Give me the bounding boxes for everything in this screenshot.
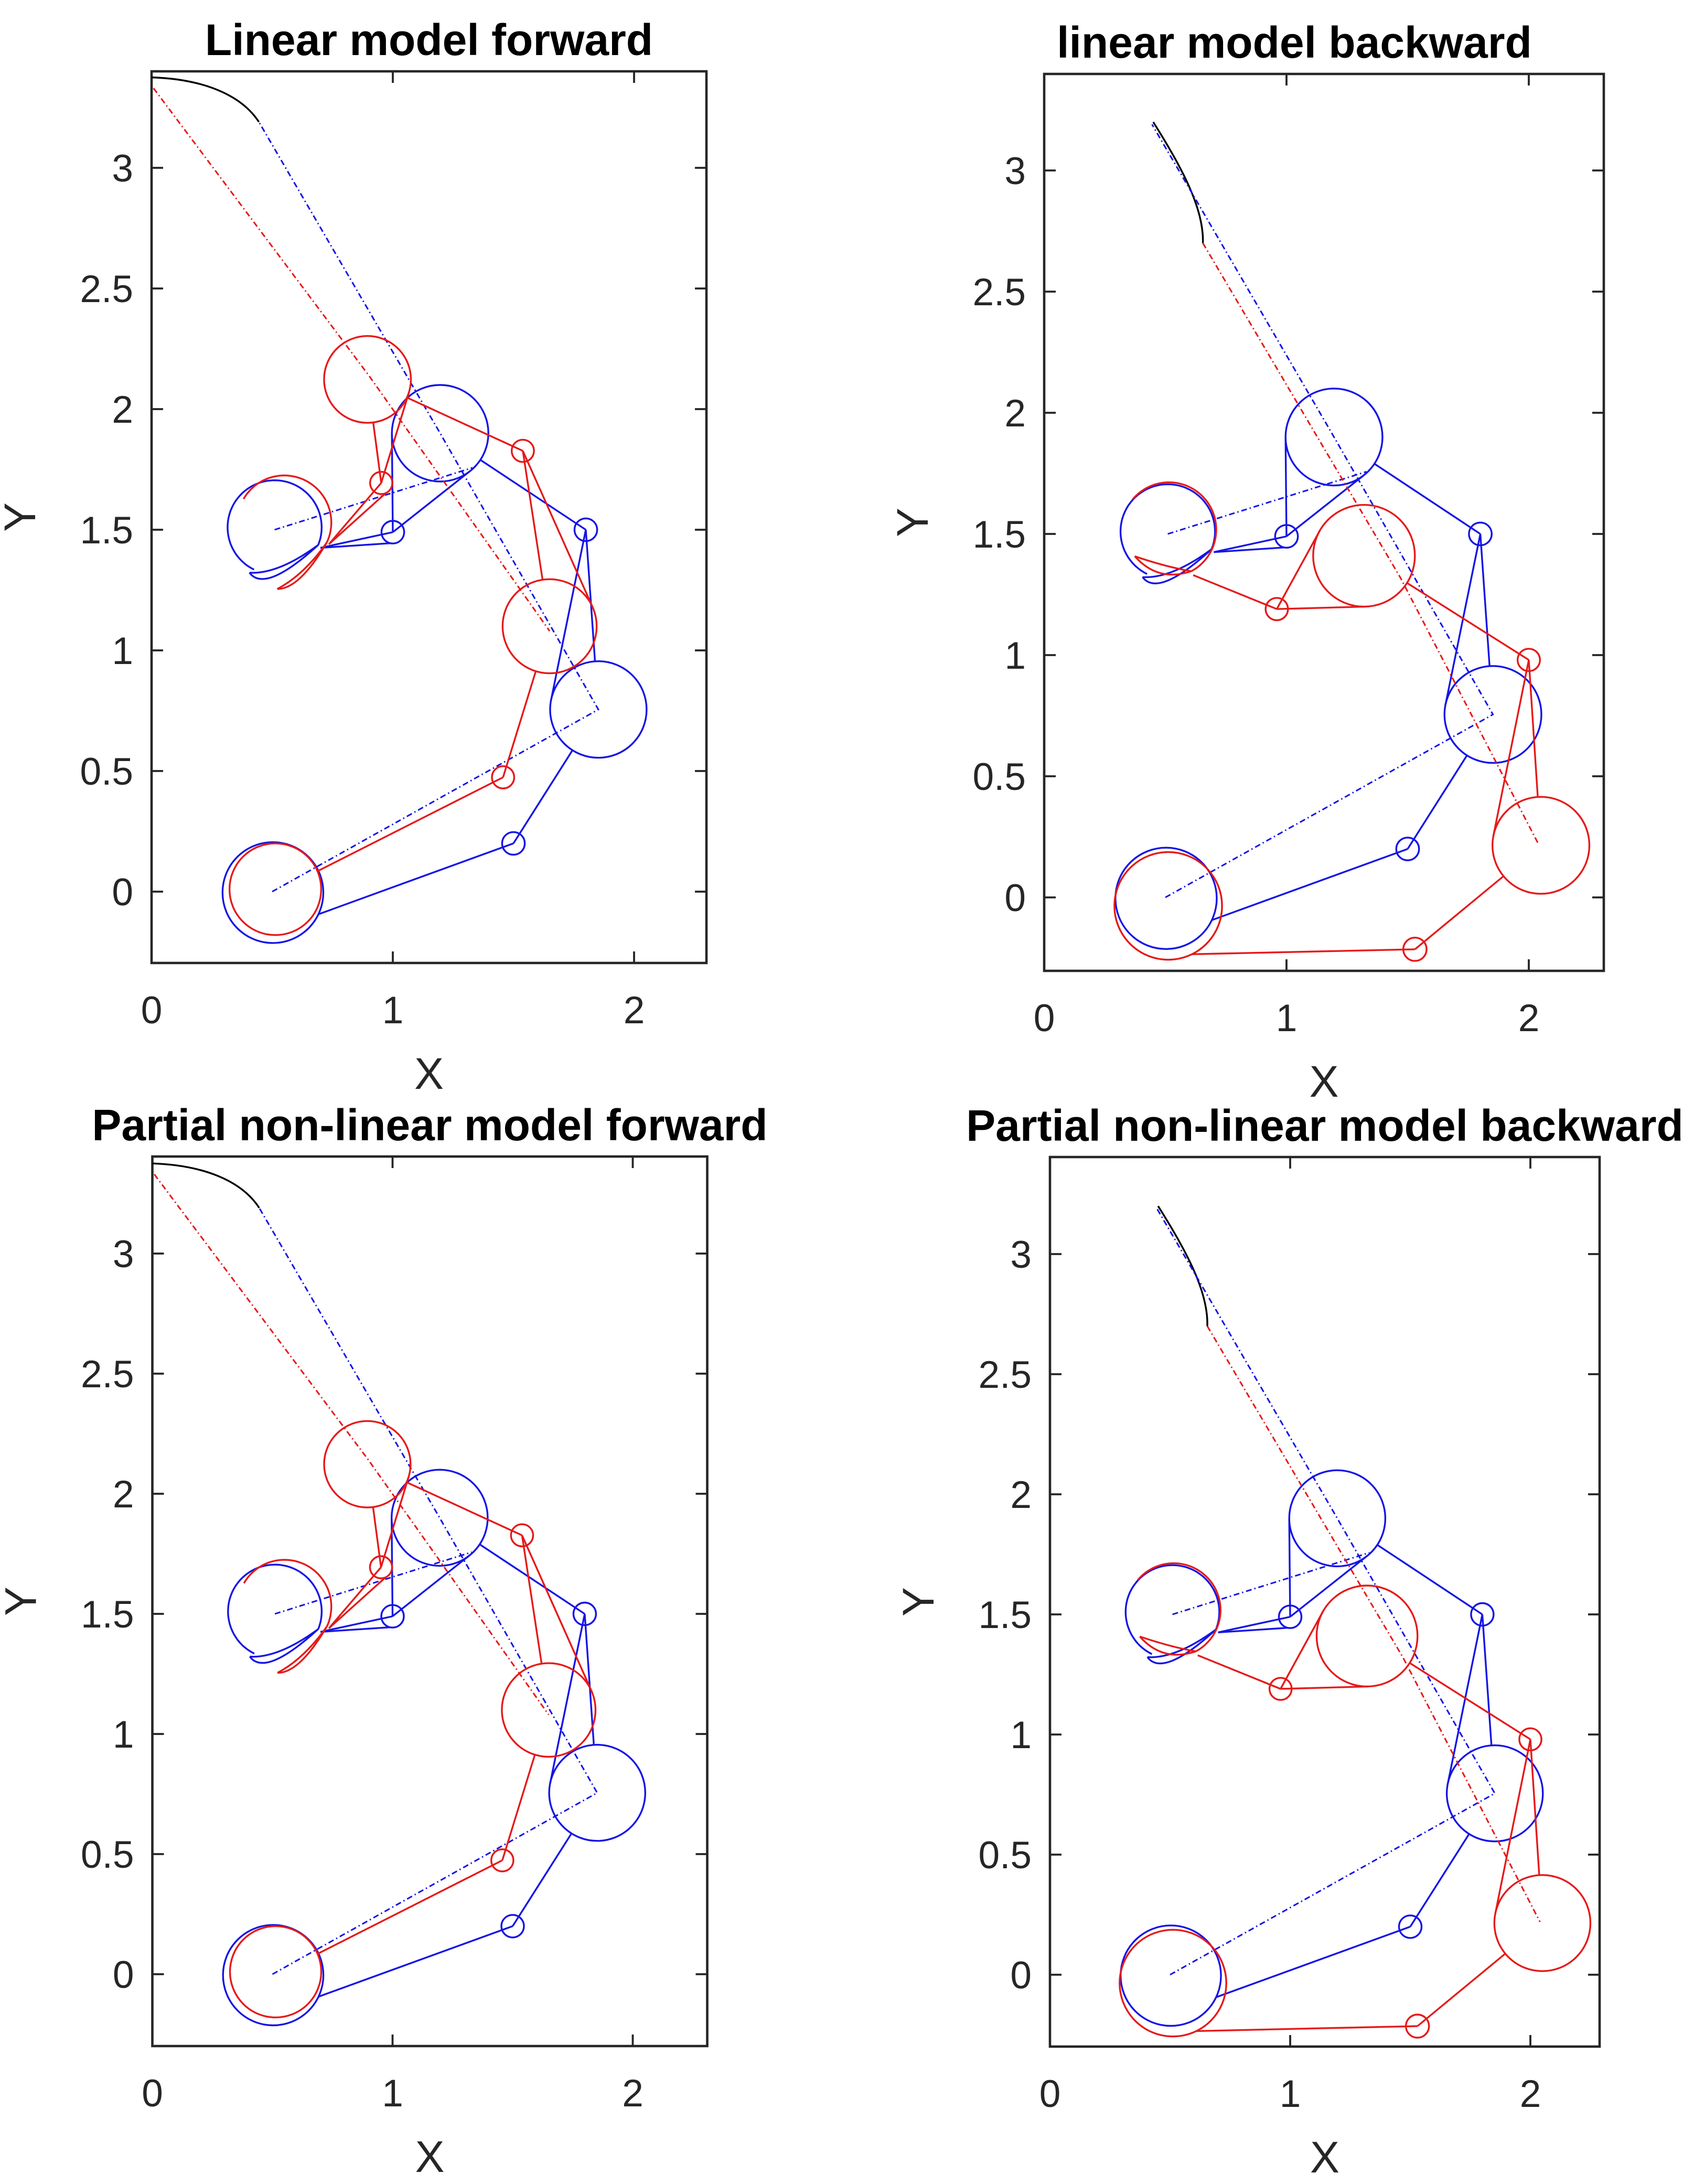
svg-text:1: 1 (1276, 997, 1298, 1040)
svg-text:0: 0 (142, 2072, 163, 2115)
svg-text:2: 2 (113, 1473, 134, 1516)
svg-text:Y: Y (0, 502, 45, 532)
svg-text:0: 0 (113, 1954, 134, 1996)
svg-text:2.5: 2.5 (979, 1354, 1032, 1396)
svg-text:3: 3 (113, 1233, 134, 1276)
svg-text:X: X (1310, 2133, 1339, 2182)
svg-text:1: 1 (1004, 635, 1026, 677)
svg-text:0: 0 (112, 871, 133, 914)
svg-text:2: 2 (1520, 2073, 1541, 2115)
svg-text:2: 2 (1004, 392, 1026, 435)
svg-text:1.5: 1.5 (973, 513, 1026, 556)
svg-text:X: X (415, 2132, 444, 2181)
svg-text:1: 1 (112, 630, 133, 672)
svg-text:Linear model forward: Linear model forward (205, 15, 653, 65)
svg-text:linear model backward: linear model backward (1057, 18, 1532, 67)
svg-text:1: 1 (382, 2072, 403, 2115)
svg-text:0: 0 (1039, 2073, 1061, 2115)
svg-text:2: 2 (1010, 1474, 1032, 1516)
svg-text:2: 2 (112, 389, 133, 431)
svg-text:0.5: 0.5 (973, 756, 1026, 798)
svg-text:0.5: 0.5 (80, 751, 133, 793)
svg-text:1: 1 (1280, 2073, 1301, 2115)
svg-text:1.5: 1.5 (979, 1594, 1032, 1636)
svg-text:1: 1 (113, 1714, 134, 1756)
svg-text:2.5: 2.5 (81, 1353, 134, 1396)
svg-text:0: 0 (1004, 877, 1026, 919)
svg-text:X: X (414, 1049, 444, 1098)
svg-text:1: 1 (1010, 1714, 1032, 1757)
svg-text:Y: Y (888, 508, 937, 537)
svg-text:0: 0 (1010, 1954, 1032, 1997)
svg-text:0: 0 (141, 989, 163, 1032)
svg-text:3: 3 (112, 147, 133, 190)
svg-text:2.5: 2.5 (80, 268, 133, 311)
svg-text:3: 3 (1004, 150, 1026, 192)
svg-text:2: 2 (624, 989, 645, 1032)
svg-text:0: 0 (1034, 997, 1055, 1040)
svg-text:2.5: 2.5 (973, 271, 1026, 314)
svg-text:0.5: 0.5 (979, 1834, 1032, 1877)
svg-text:Y: Y (894, 1587, 943, 1616)
svg-text:0.5: 0.5 (81, 1834, 134, 1876)
svg-text:1: 1 (382, 989, 404, 1032)
svg-text:1.5: 1.5 (80, 509, 133, 552)
svg-text:2: 2 (622, 2072, 644, 2115)
svg-text:1.5: 1.5 (81, 1593, 134, 1636)
svg-text:Partial non-linear model backw: Partial non-linear model backward (966, 1101, 1684, 1150)
svg-text:Partial non-linear model forwa: Partial non-linear model forward (92, 1100, 767, 1150)
svg-text:Y: Y (0, 1587, 46, 1616)
svg-text:X: X (1309, 1057, 1338, 1106)
svg-text:3: 3 (1010, 1234, 1032, 1276)
svg-text:2: 2 (1518, 997, 1540, 1040)
